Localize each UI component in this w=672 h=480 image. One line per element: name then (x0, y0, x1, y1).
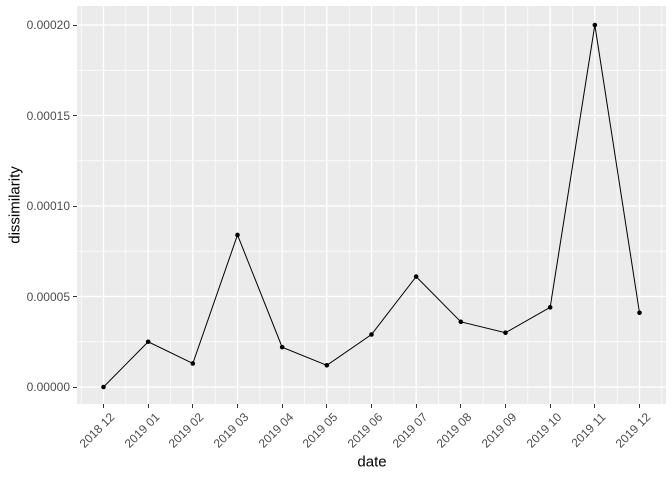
y-tick-label: 0.00020 (26, 18, 70, 32)
x-tick-mark (192, 404, 194, 408)
data-point (190, 361, 196, 366)
x-tick-mark (103, 404, 104, 408)
y-tick-mark (73, 24, 77, 26)
x-tick-label: 2019 08 (434, 410, 475, 451)
x-tick-label: 2019 02 (166, 410, 207, 451)
plot-panel (77, 6, 666, 404)
y-tick-mark (73, 296, 77, 297)
x-tick-label: 2019 12 (612, 410, 654, 451)
data-point (101, 384, 106, 390)
data-point (503, 330, 508, 336)
y-tick-label: 0.00015 (26, 108, 70, 123)
data-point (145, 339, 151, 345)
y-tick-label: 0.00010 (26, 199, 70, 213)
x-tick-mark (237, 404, 238, 408)
x-tick-mark (460, 404, 462, 408)
x-axis-title: date (357, 453, 387, 471)
data-point (235, 232, 240, 238)
x-tick-label: 2019 09 (478, 410, 520, 451)
x-tick-mark (639, 404, 640, 408)
data-point (324, 362, 330, 368)
y-tick-label: 0.00000 (26, 380, 70, 394)
plot-area-svg (77, 6, 666, 404)
y-tick-mark (73, 205, 77, 207)
y-tick-mark (73, 115, 77, 116)
data-point (637, 310, 642, 316)
data-point (413, 274, 419, 279)
x-tick-label: 2019 01 (121, 410, 163, 451)
x-tick-label: 2019 11 (568, 410, 609, 450)
y-tick-mark (73, 386, 77, 388)
data-point (279, 344, 285, 350)
x-tick-label: 2018 12 (76, 410, 118, 451)
x-tick-label: 2019 10 (523, 410, 565, 451)
data-point (547, 305, 553, 310)
x-tick-label: 2019 07 (389, 410, 431, 451)
data-point (369, 332, 374, 337)
y-tick-label: 0.00005 (26, 289, 70, 304)
x-tick-mark (371, 404, 372, 408)
x-tick-mark (549, 404, 551, 408)
x-tick-mark (594, 404, 596, 408)
x-tick-mark (281, 404, 283, 408)
data-point (458, 319, 464, 325)
x-tick-label: 2019 06 (344, 410, 386, 451)
x-tick-mark (147, 404, 149, 408)
x-tick-label: 2019 04 (255, 410, 297, 451)
x-tick-mark (415, 404, 417, 408)
x-tick-label: 2019 03 (210, 410, 252, 451)
x-tick-mark (505, 404, 506, 408)
x-tick-label: 2019 05 (300, 410, 341, 451)
y-axis-title: dissimilarity (6, 166, 24, 244)
data-point (592, 22, 598, 28)
x-tick-mark (326, 404, 328, 408)
